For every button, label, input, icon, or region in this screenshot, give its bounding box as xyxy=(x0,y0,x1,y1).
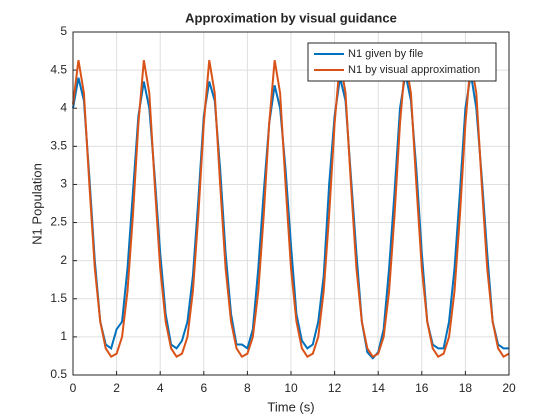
y-tick-label: 4 xyxy=(60,100,67,114)
y-tick-label: 3 xyxy=(60,177,67,191)
y-tick-label: 2 xyxy=(60,253,67,267)
y-tick-label: 1.5 xyxy=(50,291,67,305)
x-axis-label: Time (s) xyxy=(267,399,314,414)
x-tick-label: 16 xyxy=(415,381,429,395)
series-line xyxy=(72,60,510,359)
x-tick-label: 6 xyxy=(200,381,207,395)
x-tick-label: 10 xyxy=(284,381,298,395)
legend-label: N1 by visual approximation xyxy=(348,64,480,76)
series-line xyxy=(72,73,509,360)
legend-box xyxy=(307,42,497,82)
y-tick-label: 3.5 xyxy=(50,139,67,153)
x-tick-label: 20 xyxy=(502,381,516,395)
x-tick-label: 2 xyxy=(113,381,120,395)
y-axis-label: N1 Population xyxy=(29,163,44,245)
x-tick-label: 18 xyxy=(459,381,473,395)
y-tick-label: 0.5 xyxy=(50,367,67,381)
y-tick-label: 2.5 xyxy=(50,215,67,229)
x-tick-label: 8 xyxy=(244,381,251,395)
axes-box xyxy=(72,31,510,376)
y-tick-label: 1 xyxy=(60,329,67,343)
x-tick-label: 14 xyxy=(372,381,386,395)
y-tick-label: 4.5 xyxy=(50,62,67,76)
chart-title: Approximation by visual guidance xyxy=(185,10,397,25)
x-tick-label: 4 xyxy=(157,381,164,395)
x-tick-label: 0 xyxy=(70,381,77,395)
y-tick-label: 5 xyxy=(60,24,67,38)
legend-label: N1 given by file xyxy=(348,48,423,60)
x-tick-label: 12 xyxy=(328,381,342,395)
